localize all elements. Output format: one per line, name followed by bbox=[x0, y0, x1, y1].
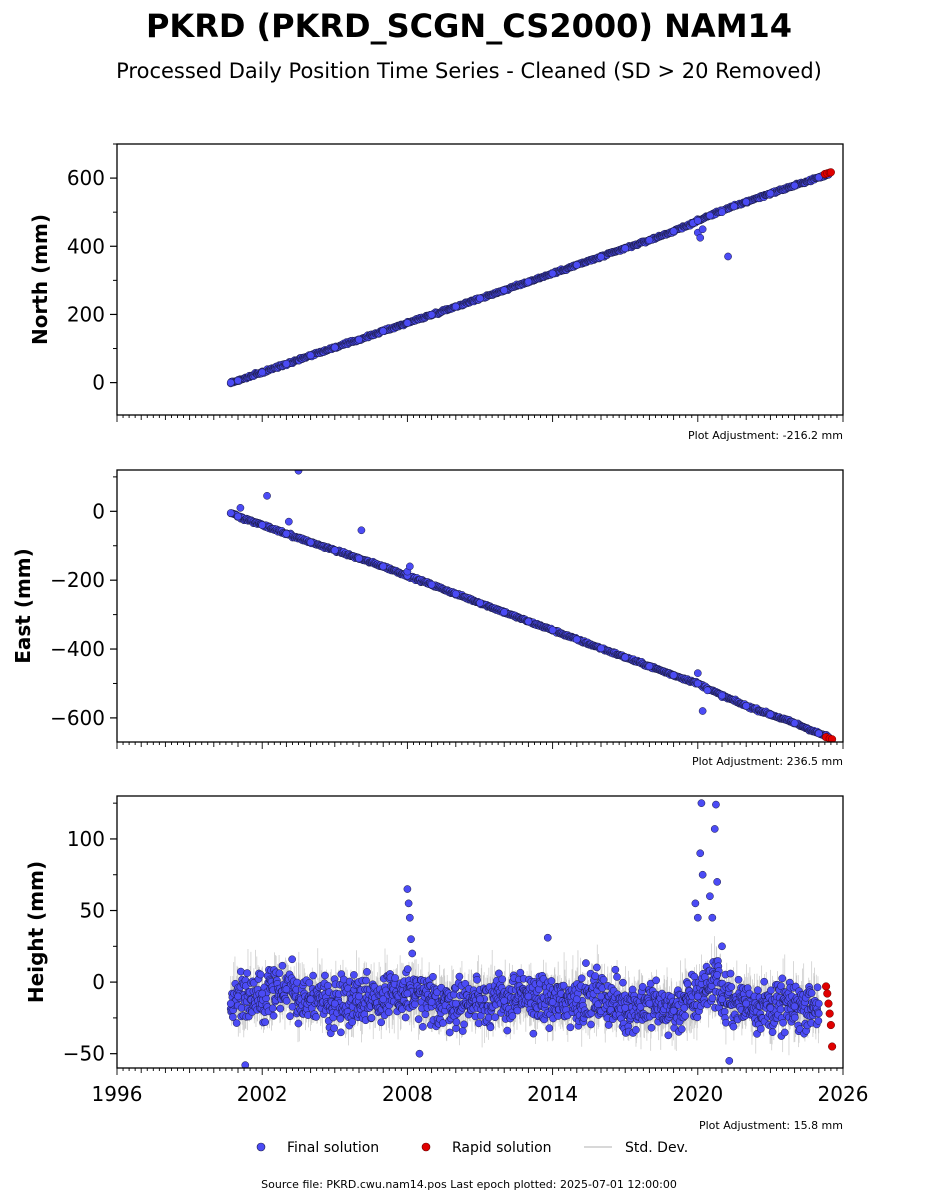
y-tick-label: 200 bbox=[67, 302, 105, 326]
final-solution-point bbox=[524, 277, 533, 286]
final-solution-point bbox=[500, 608, 509, 617]
final-solution-point bbox=[306, 351, 315, 360]
final-solution-outlier bbox=[718, 208, 726, 217]
final-solution-point bbox=[524, 617, 533, 626]
final-solution-point bbox=[572, 635, 581, 644]
final-solution-outlier bbox=[236, 504, 245, 512]
final-solution-point bbox=[451, 590, 460, 598]
north-axes-frame bbox=[116, 143, 844, 416]
final-solution-point bbox=[403, 319, 412, 327]
final-solution-point bbox=[742, 701, 751, 710]
final-solution-point bbox=[282, 360, 291, 368]
y-tick-label: 0 bbox=[92, 499, 105, 523]
y-tick-label: 0 bbox=[92, 371, 105, 395]
final-solution-point bbox=[766, 189, 775, 198]
final-solution-outlier bbox=[696, 233, 705, 242]
y-tick-label: −200 bbox=[50, 568, 105, 592]
final-solution-outlier bbox=[693, 669, 702, 677]
final-solution-point bbox=[500, 286, 509, 295]
east-y-axis-label: East (mm) bbox=[11, 548, 35, 664]
final-solution-outlier bbox=[698, 225, 707, 234]
final-solution-point bbox=[282, 529, 291, 538]
final-solution-point bbox=[669, 227, 678, 236]
final-solution-point bbox=[645, 662, 654, 671]
final-solution-point bbox=[718, 691, 726, 700]
final-solution-point bbox=[669, 671, 678, 680]
final-solution-point bbox=[730, 202, 738, 211]
final-solution-point bbox=[693, 679, 702, 688]
north-panel: 0 200 400 600 North (mm) bbox=[28, 143, 844, 422]
final-solution-point bbox=[427, 580, 436, 589]
final-solution-outlier bbox=[263, 491, 271, 500]
east-plot-area bbox=[226, 470, 837, 742]
final-solution-outlier bbox=[698, 707, 707, 715]
final-solution-point bbox=[548, 269, 557, 278]
final-solution-point bbox=[597, 644, 605, 653]
final-solution-point bbox=[355, 554, 363, 563]
final-solution-point bbox=[258, 521, 267, 529]
east-panel: −600 −400 −200 0 East (mm) bbox=[11, 469, 844, 749]
final-solution-point bbox=[330, 546, 339, 555]
final-solution-point bbox=[790, 719, 799, 727]
final-solution-point bbox=[476, 294, 484, 303]
final-solution-point bbox=[234, 512, 242, 521]
final-solution-outlier bbox=[405, 562, 414, 571]
final-solution-point bbox=[379, 562, 388, 571]
y-tick-label: −600 bbox=[50, 706, 105, 730]
rapid-solution-point bbox=[826, 168, 835, 177]
final-solution-point bbox=[693, 216, 702, 225]
final-solution-point bbox=[621, 653, 630, 662]
final-solution-point bbox=[742, 198, 751, 206]
y-tick-label: 400 bbox=[67, 234, 105, 258]
final-solution-point bbox=[766, 710, 775, 719]
final-solution-outlier bbox=[724, 252, 732, 261]
final-solution-point bbox=[814, 173, 823, 182]
final-solution-point bbox=[706, 211, 714, 220]
final-solution-point bbox=[621, 244, 630, 253]
final-solution-point bbox=[234, 376, 242, 385]
final-solution-point bbox=[226, 509, 235, 517]
height-plot-area bbox=[226, 799, 837, 1068]
north-y-axis-label: North (mm) bbox=[28, 214, 52, 345]
y-tick-label: −400 bbox=[50, 637, 105, 661]
final-solution-point bbox=[451, 302, 460, 311]
y-tick-label: 600 bbox=[67, 166, 105, 190]
final-solution-point bbox=[476, 599, 484, 607]
final-solution-point bbox=[548, 626, 557, 634]
final-solution-outlier bbox=[357, 526, 366, 535]
chart-subtitle: Processed Daily Position Time Series - C… bbox=[116, 59, 822, 83]
final-solution-outlier bbox=[294, 470, 303, 475]
final-solution-outlier bbox=[284, 517, 293, 526]
final-solution-point bbox=[226, 378, 235, 387]
final-solution-point bbox=[258, 368, 267, 377]
final-solution-point bbox=[814, 729, 823, 738]
final-solution-point bbox=[427, 310, 436, 319]
final-solution-point bbox=[790, 181, 799, 190]
final-solution-point bbox=[572, 261, 581, 269]
chart-title: PKRD (PKRD_SCGN_CS2000) NAM14 bbox=[146, 7, 792, 45]
final-solution-point bbox=[330, 343, 339, 352]
final-solution-point bbox=[355, 335, 363, 344]
north-plot-area bbox=[226, 168, 835, 388]
final-solution-point bbox=[306, 538, 315, 547]
final-solution-outlier bbox=[703, 686, 712, 695]
final-solution-point bbox=[597, 252, 605, 261]
final-solution-point bbox=[645, 236, 654, 244]
rapid-solution-point bbox=[828, 735, 837, 742]
final-solution-point bbox=[379, 327, 388, 335]
